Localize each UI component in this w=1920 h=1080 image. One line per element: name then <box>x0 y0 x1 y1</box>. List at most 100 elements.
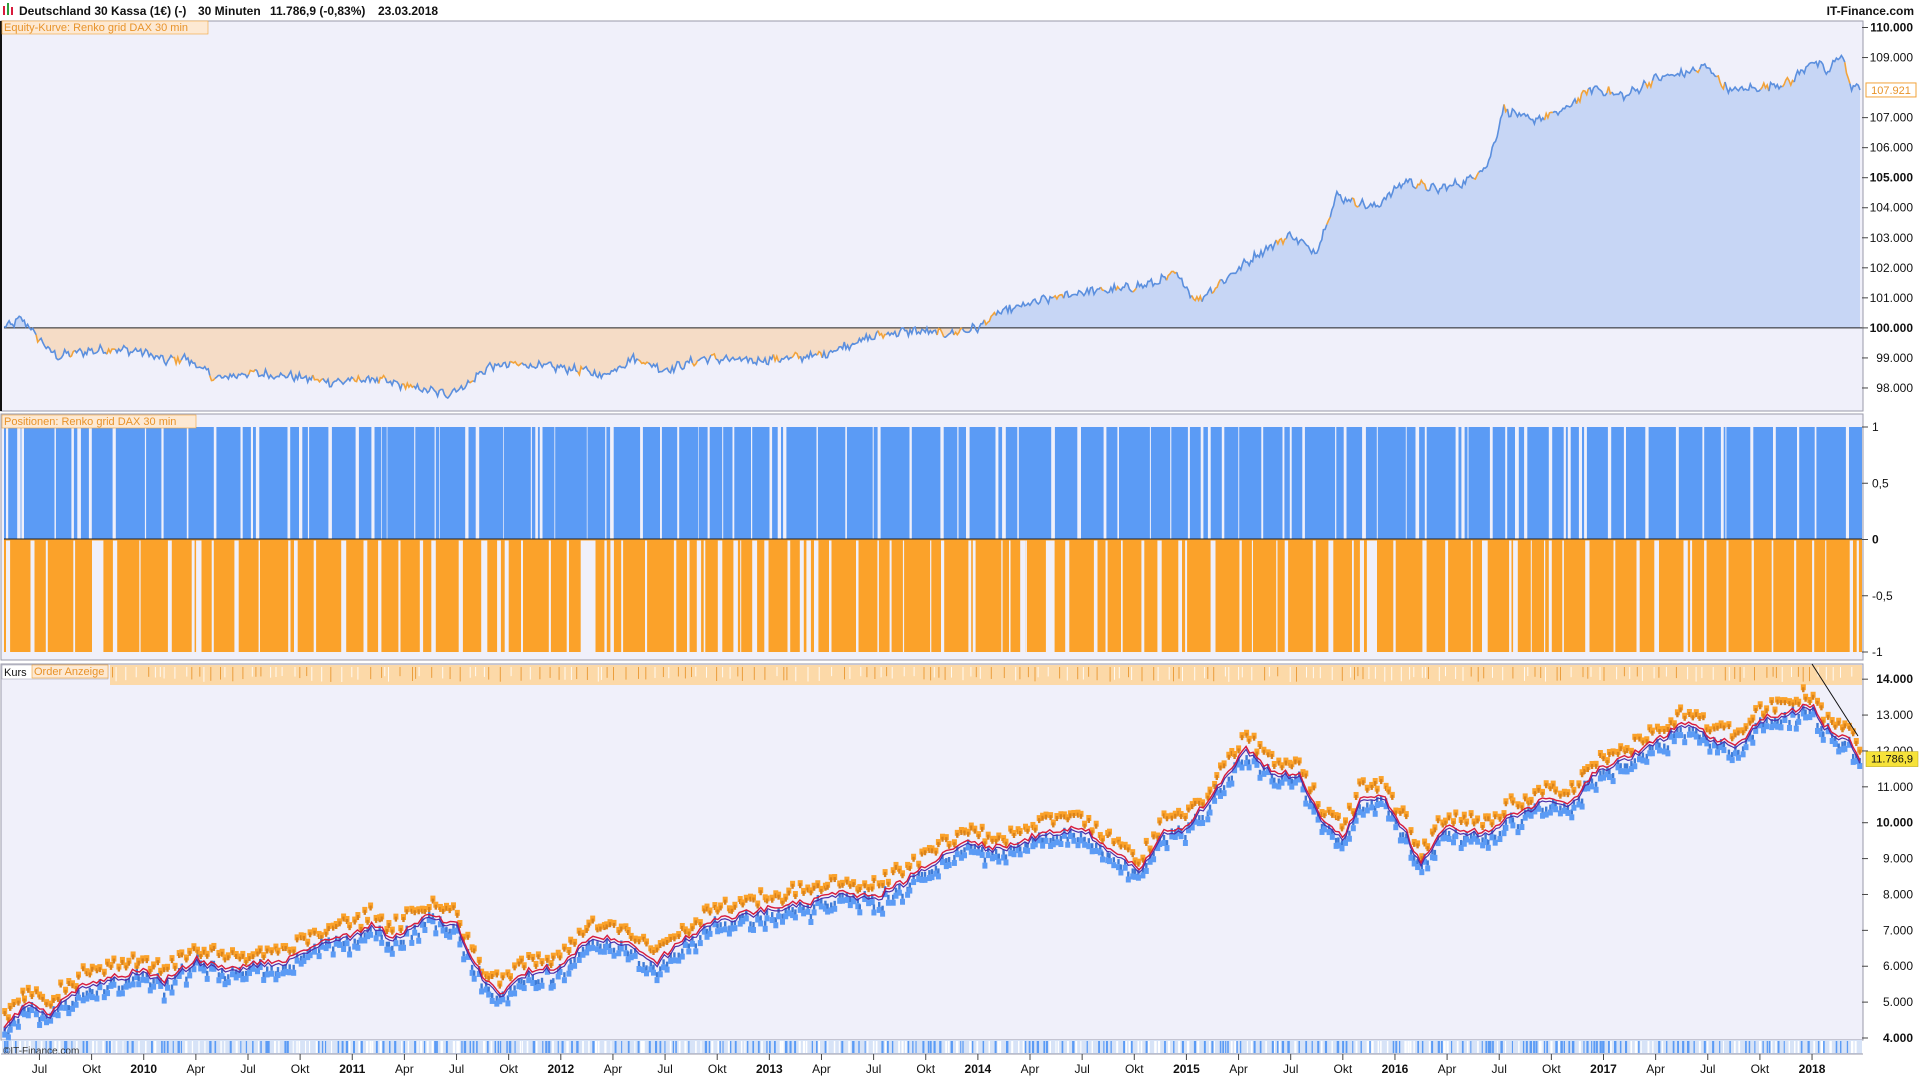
order-tick <box>449 667 451 680</box>
order-tick <box>458 1041 460 1053</box>
order-tick <box>606 667 608 678</box>
sell-mark-stem <box>1788 701 1791 707</box>
order-tick <box>180 1041 183 1053</box>
order-tick <box>884 1041 887 1053</box>
order-tick <box>1813 1041 1816 1053</box>
buy-mark-stem <box>994 849 998 855</box>
short-gap <box>889 540 892 652</box>
buy-mark <box>172 979 178 986</box>
buy-mark <box>530 980 536 987</box>
buy-mark-stem <box>41 1010 44 1016</box>
sell-mark-stem <box>1524 796 1527 802</box>
buy-mark <box>1082 841 1088 848</box>
buy-mark <box>922 876 928 883</box>
long-gap <box>1505 427 1508 540</box>
time-tick-label: Okt <box>291 1062 310 1076</box>
sell-mark-stem <box>121 959 124 965</box>
sell-mark-stem <box>127 960 131 966</box>
sell-mark-stem <box>1436 818 1440 824</box>
short-gap <box>1704 540 1707 652</box>
buy-mark-stem <box>591 939 594 945</box>
price-y-tick-label: 7.000 <box>1883 923 1913 937</box>
order-tick <box>807 667 809 682</box>
buy-mark <box>1565 809 1571 816</box>
order-tick <box>1409 667 1411 680</box>
buy-mark <box>1122 864 1128 871</box>
buy-mark-stem <box>124 978 128 984</box>
buy-mark <box>1400 837 1406 844</box>
buy-mark <box>1743 744 1749 751</box>
buy-mark <box>404 930 410 937</box>
sell-mark-stem <box>1533 791 1536 797</box>
buy-mark <box>1218 792 1223 799</box>
buy-mark-stem <box>953 854 956 860</box>
sell-mark-stem <box>1783 700 1787 706</box>
sell-mark-stem <box>21 990 24 996</box>
buy-mark <box>1649 750 1655 757</box>
buy-mark <box>225 979 231 986</box>
time-tick-label: Apr <box>1021 1062 1040 1076</box>
order-tick <box>898 1041 900 1053</box>
order-tick <box>54 1041 57 1053</box>
order-tick <box>1167 1041 1171 1053</box>
order-tick <box>951 667 952 678</box>
buy-mark <box>204 975 210 982</box>
order-tick <box>542 1041 544 1053</box>
buy-mark-stem <box>581 946 585 952</box>
equity-title: Equity-Kurve: Renko grid DAX 30 min <box>4 22 188 34</box>
buy-mark <box>250 965 256 972</box>
sell-mark-stem <box>1549 786 1552 792</box>
sell-mark-stem <box>196 949 199 955</box>
sell-mark-stem <box>1490 822 1494 828</box>
buy-mark <box>15 1023 21 1030</box>
sell-mark-stem <box>385 929 389 935</box>
short-gap <box>258 540 260 652</box>
long-gap <box>1103 427 1107 540</box>
short-gap <box>1141 540 1145 652</box>
sell-mark-stem <box>1277 760 1280 766</box>
order-tick <box>49 1041 52 1053</box>
sell-mark-stem <box>1072 812 1076 818</box>
buy-mark <box>1425 865 1431 872</box>
buy-mark-stem <box>920 871 924 877</box>
buy-mark-stem <box>1691 726 1694 732</box>
long-gap <box>1584 427 1587 540</box>
long-gap <box>1335 427 1337 540</box>
buy-mark <box>568 964 574 971</box>
buy-mark <box>108 982 114 989</box>
buy-mark <box>165 984 170 991</box>
long-gap <box>255 427 260 540</box>
order-tick <box>1072 1041 1075 1053</box>
buy-mark <box>1032 841 1038 848</box>
order-tick <box>1224 667 1226 677</box>
buy-mark <box>94 995 100 1002</box>
buy-mark-stem <box>67 1005 70 1011</box>
short-gap <box>1105 540 1108 652</box>
order-tick <box>1466 1041 1469 1053</box>
sell-mark-stem <box>659 943 662 949</box>
sell-mark-stem <box>1233 754 1236 760</box>
long-gap <box>1221 427 1225 540</box>
long-position-band <box>4 427 1862 540</box>
order-tick <box>1781 667 1783 682</box>
sell-mark-stem <box>920 851 924 857</box>
sell-mark-stem <box>1638 736 1641 742</box>
buy-mark <box>828 907 834 914</box>
sell-mark-stem <box>9 1005 12 1011</box>
long-gap <box>434 427 436 540</box>
buy-mark-stem <box>665 961 669 967</box>
equity-segment <box>209 375 216 382</box>
buy-mark <box>422 926 428 933</box>
order-tick <box>1377 1041 1379 1053</box>
order-tick <box>267 1041 270 1053</box>
order-tick <box>251 667 253 677</box>
order-tick <box>1140 1041 1143 1053</box>
buy-mark-stem <box>27 1007 30 1013</box>
short-gap <box>1422 540 1427 652</box>
order-tick <box>706 667 707 678</box>
buy-mark <box>1576 801 1582 808</box>
short-gap <box>363 540 368 652</box>
buy-mark <box>1147 858 1153 865</box>
equity-segment <box>816 350 824 359</box>
buy-mark-stem <box>1520 819 1524 825</box>
